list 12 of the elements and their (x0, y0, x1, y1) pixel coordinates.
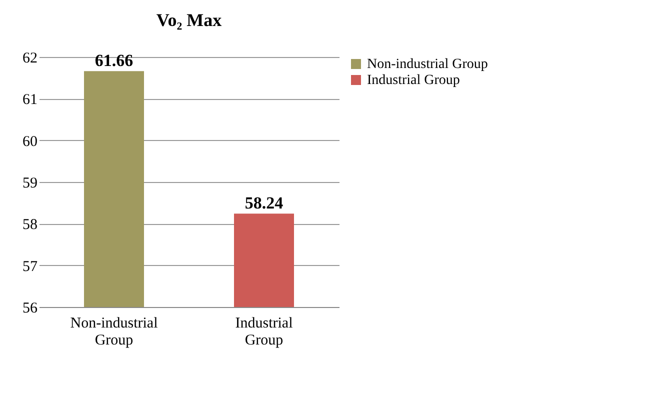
y-tick-label: 56 (22, 300, 38, 316)
legend-label: Industrial Group (367, 73, 460, 88)
data-label: 61.66 (94, 51, 134, 70)
y-tick-label: 61 (22, 92, 38, 108)
data-label: 58.24 (244, 194, 284, 213)
y-tick-label: 60 (22, 134, 38, 150)
y-tick-label: 57 (22, 258, 38, 275)
y-tick-label: 62 (22, 50, 38, 66)
legend-label: Non-industrial Group (367, 57, 488, 72)
y-tick-label: 58 (22, 217, 38, 234)
chart-title: Vo₂ Max (156, 10, 222, 30)
y-tick-label: 59 (22, 176, 38, 192)
